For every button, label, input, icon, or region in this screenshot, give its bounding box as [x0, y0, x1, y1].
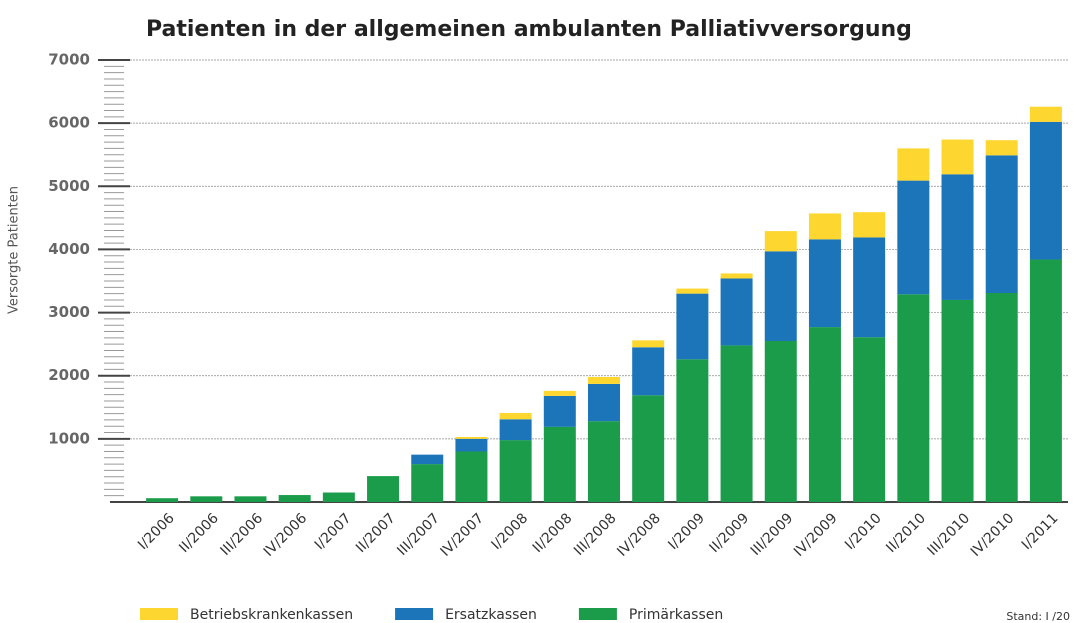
bar-segment — [853, 212, 886, 238]
bar-segment — [720, 345, 753, 502]
y-tick-label: 7000 — [48, 51, 90, 69]
bar-segment — [588, 376, 620, 384]
legend-swatch — [140, 608, 178, 620]
bar-segment — [632, 395, 665, 502]
bar-segment — [190, 496, 223, 502]
y-tick-label: 1000 — [48, 429, 90, 447]
x-tick-label: III/2007 — [394, 510, 443, 559]
bar-segment — [278, 495, 311, 502]
x-tick-label: I/2009 — [665, 510, 708, 553]
note: Stand: I /20 — [1006, 610, 1070, 623]
bar-segment — [676, 293, 709, 360]
bar-segment — [146, 498, 179, 502]
y-tick-label: 3000 — [48, 303, 90, 321]
bar-segment — [543, 390, 576, 396]
bar-segment — [897, 180, 930, 295]
bar-segment — [808, 239, 841, 328]
bar-segment — [985, 140, 1018, 156]
x-tick-label: II/2009 — [707, 510, 753, 556]
bar-segment — [897, 148, 930, 181]
bar-segment — [941, 174, 974, 300]
bar-segment — [853, 337, 886, 502]
bar-segment — [411, 454, 444, 465]
bar-segment — [455, 436, 488, 439]
x-tick-label: II/2007 — [353, 510, 399, 556]
x-tick-label: I/2011 — [1019, 510, 1062, 553]
x-tick-label: I/2006 — [135, 510, 178, 553]
bar-segment — [1029, 121, 1062, 260]
bar-segment — [764, 251, 797, 341]
chart-title: Patienten in der allgemeinen ambulanten … — [146, 17, 912, 42]
bar-segment — [632, 340, 665, 348]
x-tick-label: I/2007 — [312, 510, 355, 553]
bar-segment — [1029, 259, 1062, 502]
legend-label: Betriebskrankenkassen — [190, 607, 353, 623]
bar-segment — [853, 237, 886, 338]
legend-label: Primärkassen — [629, 607, 723, 623]
x-tick-label: II/2006 — [176, 510, 222, 556]
bar-segment — [543, 426, 576, 502]
x-tick-label: III/2010 — [925, 510, 974, 559]
bar-segment — [985, 292, 1018, 502]
bar-segment — [499, 412, 532, 420]
x-tick-label: III/2008 — [571, 510, 620, 559]
bar-segment — [1029, 106, 1062, 122]
x-tick-label: II/2010 — [883, 510, 929, 556]
y-tick-label: 4000 — [48, 240, 90, 258]
y-tick-label: 6000 — [48, 114, 90, 132]
bar-segment — [499, 419, 532, 441]
x-tick-label: II/2008 — [530, 510, 576, 556]
bar-segment — [411, 464, 444, 502]
bar-segment — [720, 273, 753, 279]
bar-segment — [941, 139, 974, 175]
x-tick-label: III/2006 — [218, 510, 267, 559]
bar-segment — [941, 299, 974, 502]
x-tick-label: IV/2007 — [438, 510, 488, 560]
x-tick-label: IV/2008 — [614, 510, 664, 560]
bar-segment — [367, 476, 400, 502]
bar-segment — [455, 451, 488, 502]
bar-segment — [720, 278, 753, 346]
bar-segment — [897, 294, 930, 502]
bar-segment — [764, 340, 797, 502]
x-tick-label: III/2009 — [748, 510, 797, 559]
bar-segment — [808, 327, 841, 502]
legend-swatch — [578, 608, 617, 620]
x-tick-label: IV/2009 — [791, 510, 841, 560]
bar-segment — [543, 395, 576, 427]
x-tick-label: I/2010 — [842, 510, 885, 553]
bar-segment — [322, 492, 355, 502]
bar-segment — [764, 231, 797, 252]
bar-segment — [588, 383, 620, 422]
legend-label: Ersatzkassen — [445, 607, 537, 623]
x-tick-label: IV/2006 — [261, 510, 311, 560]
bar-segment — [676, 288, 709, 294]
bar-segment — [676, 359, 709, 502]
x-tick-label: IV/2010 — [968, 510, 1018, 560]
bar-segment — [499, 440, 532, 502]
bar-segment — [985, 155, 1018, 293]
bar-segment — [234, 496, 267, 502]
y-tick-label: 5000 — [48, 177, 90, 195]
y-axis-label: Versorgte Patienten — [7, 186, 22, 314]
bar-segment — [632, 347, 665, 396]
legend-swatch — [395, 608, 434, 620]
bar-segment — [808, 213, 841, 240]
bar-segment — [588, 421, 620, 502]
x-tick-label: I/2008 — [489, 510, 532, 553]
bar-segment — [455, 438, 488, 452]
y-tick-label: 2000 — [48, 366, 90, 384]
